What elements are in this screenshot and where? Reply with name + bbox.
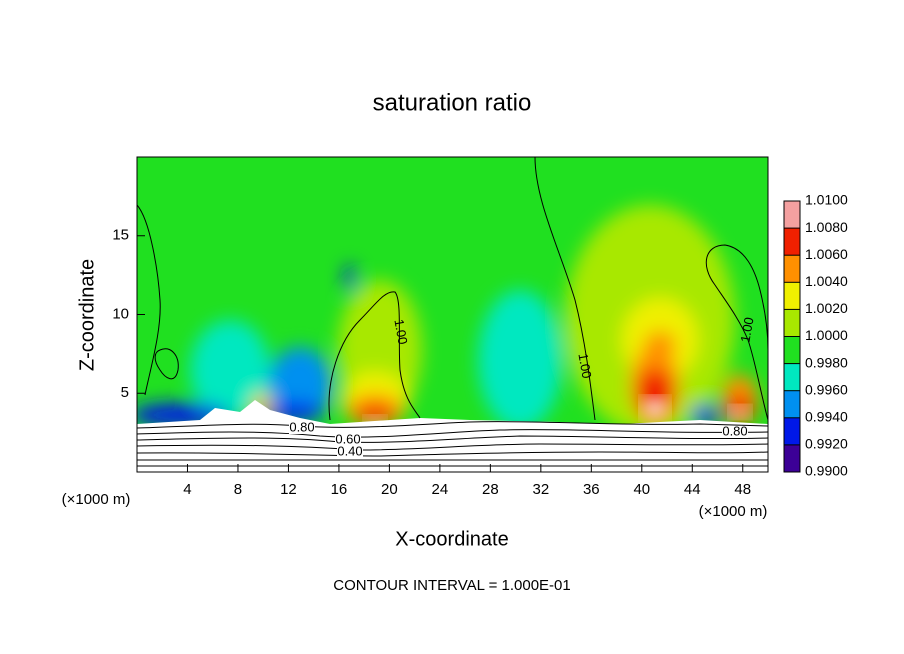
contour-label-bg: [289, 422, 315, 434]
y-axis-label: Z-coordinate: [76, 259, 98, 371]
contour-label-bg: [722, 426, 748, 438]
colorbar-band: [784, 201, 800, 229]
colorbar-label: 1.0080: [805, 219, 848, 235]
contour-label-bg: [335, 434, 361, 446]
field-peak: [366, 416, 384, 424]
colorbar-label: 1.0100: [805, 192, 848, 208]
x-tick-label: 20: [381, 481, 398, 498]
field-shading: [137, 205, 758, 435]
x-tick-label: 16: [331, 481, 348, 498]
y-tick-label: 5: [121, 384, 129, 401]
chart-title: saturation ratio: [373, 89, 532, 116]
x-tick-label: 48: [734, 481, 751, 498]
footer: CONTOUR INTERVAL = 1.000E-01: [333, 577, 570, 594]
colorbar-label: 0.9980: [805, 354, 848, 370]
y-tick-label: 10: [112, 305, 129, 322]
contour-label: 0.60: [335, 431, 360, 446]
colorbar-label: 1.0060: [805, 246, 848, 262]
colorbar-label: 0.9940: [805, 409, 848, 425]
x-tick-label: 24: [432, 481, 449, 498]
contour-label-bg: [337, 446, 363, 458]
x-tick-label: 28: [482, 481, 499, 498]
field-blob: [355, 406, 395, 424]
colorbar-band: [784, 336, 800, 364]
x-axis-label: X-coordinate: [395, 528, 508, 550]
colorbar-band: [784, 255, 800, 283]
contour-label: 1.00: [391, 318, 410, 346]
contour-label: 1.00: [737, 316, 756, 344]
contour-label: 0.80: [722, 423, 747, 438]
colorbar-band: [784, 444, 800, 472]
colorbar-band: [784, 309, 800, 337]
x-tick-label: 44: [684, 481, 701, 498]
contour-label: 0.80: [289, 419, 314, 434]
field-blob: [691, 405, 719, 425]
contour-label: 0.40: [337, 443, 362, 458]
y-tick-label: 15: [112, 227, 129, 244]
field-peak: [731, 406, 749, 418]
colorbar-label: 0.9960: [805, 381, 848, 397]
x-tick-label: 40: [633, 481, 650, 498]
x-tick-label: 12: [280, 481, 297, 498]
field-peak: [643, 398, 667, 418]
colorbar-label: 1.0020: [805, 300, 848, 316]
colorbar-band: [784, 282, 800, 310]
colorbar-label: 0.9920: [805, 436, 848, 452]
field: [137, 157, 768, 472]
field-blob: [478, 290, 562, 430]
x-tick-label: 4: [183, 481, 191, 498]
ground: [137, 400, 768, 472]
colorbar-label: 1.0000: [805, 327, 848, 343]
colorbar-label: 1.0040: [805, 273, 848, 289]
colorbar-band: [784, 390, 800, 418]
y-unit: (×1000 m): [62, 491, 131, 508]
x-tick-label: 36: [583, 481, 600, 498]
colorbar-label: 0.9900: [805, 463, 848, 479]
x-tick-label: 32: [532, 481, 549, 498]
x-unit: (×1000 m): [699, 503, 768, 520]
colorbar-band: [784, 228, 800, 256]
field-blob: [345, 264, 355, 292]
contour-lines: [137, 157, 768, 467]
x-tick-label: 8: [234, 481, 242, 498]
field-blob: [190, 320, 270, 420]
colorbar-band: [784, 363, 800, 391]
colorbar-band: [784, 417, 800, 445]
contour-label: 1.00: [575, 352, 594, 380]
